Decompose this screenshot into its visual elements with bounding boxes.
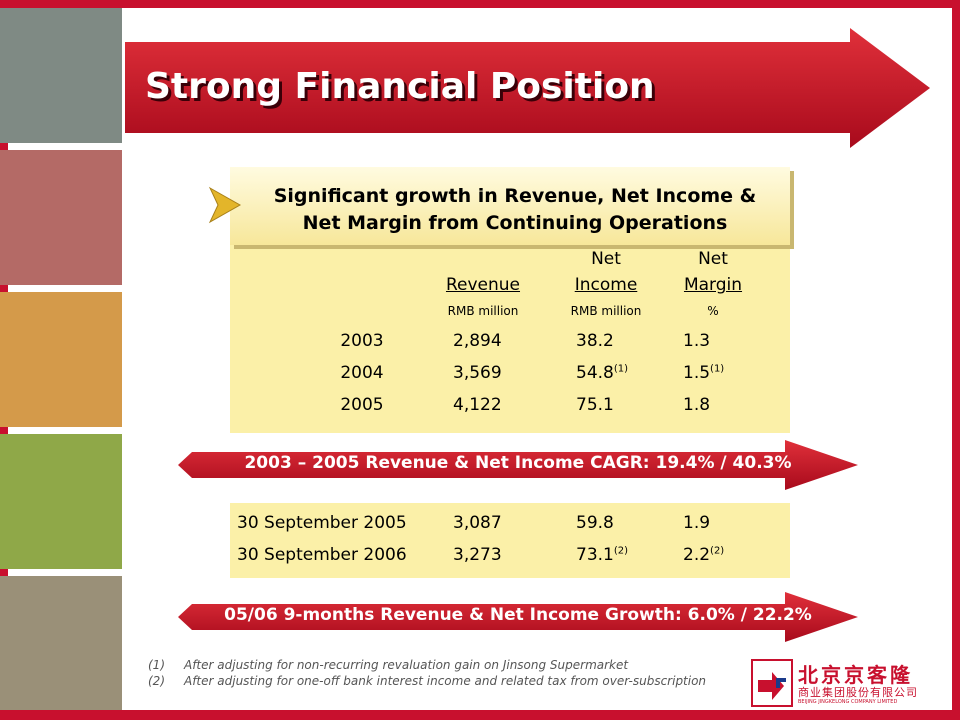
- cell: 54.8(1): [576, 363, 628, 383]
- row-label: 30 September 2006: [237, 545, 407, 565]
- cell-value: 1.5: [683, 363, 711, 383]
- cell: 3,569: [453, 363, 502, 383]
- header-icon: [208, 186, 242, 224]
- footnote: (1) After adjusting for non-recurring rev…: [148, 658, 629, 672]
- cell: 1.8: [683, 395, 710, 415]
- cell-note: (1): [710, 363, 725, 375]
- cell-value: 3,569: [453, 363, 502, 383]
- cell: 1.5(1): [683, 363, 724, 383]
- photos: [0, 8, 122, 710]
- cell-value: 1.3: [683, 331, 711, 351]
- table-box: [230, 245, 790, 433]
- footnote: (2) After adjusting for one-off bank inte…: [148, 674, 707, 688]
- column-unit: %: [707, 304, 719, 318]
- cell-value: 2,894: [453, 331, 502, 351]
- column-header: Income: [574, 275, 638, 295]
- cell-value: 4,122: [453, 395, 502, 415]
- cell-value: 2.2: [683, 545, 711, 565]
- cell-value: 1.8: [683, 395, 711, 415]
- title: Strong Financial Position: [145, 66, 655, 107]
- cell-value: 3,273: [453, 545, 502, 565]
- cell-note: (2): [613, 545, 629, 557]
- cell: 4,122: [453, 395, 502, 415]
- cell: 73.1(2): [576, 545, 628, 565]
- cell: 3,273: [453, 545, 502, 565]
- title-arrow: [125, 28, 930, 148]
- row-label: 30 September 2005: [237, 513, 407, 533]
- cell: 1.9: [683, 513, 710, 533]
- page-number: 14: [930, 692, 947, 707]
- header-bar: [230, 167, 790, 245]
- logo-english: BEIJING JINGKELONG COMPANY LIMITED: [798, 699, 898, 705]
- cell: 2.2(2): [683, 545, 724, 565]
- row-label: 2005: [340, 395, 384, 415]
- cell-value: 54.8: [576, 363, 614, 383]
- banner: 05/06 9-months Revenue & Net Income Grow…: [224, 605, 812, 625]
- row-label: 2004: [340, 363, 384, 383]
- logo-subname: 商业集团股份有限公司: [798, 686, 918, 699]
- banner-arrow: [178, 440, 858, 490]
- cell-note: (2): [710, 545, 725, 557]
- column-header: Margin: [683, 275, 743, 295]
- cell-note: (1): [613, 363, 629, 375]
- cell-value: 73.1: [576, 545, 614, 565]
- cell: 2,894: [453, 331, 502, 351]
- logo-icon: [751, 659, 793, 707]
- cell: 75.1: [576, 395, 614, 415]
- column-unit: RMB million: [570, 304, 642, 318]
- column-header: Net: [591, 249, 621, 269]
- footnotes: (1) After adjusting for non-recurring rev…: [148, 657, 706, 689]
- banner-arrow: [178, 592, 858, 642]
- cell: 38.2: [576, 331, 614, 351]
- cell-value: 59.8: [576, 513, 614, 533]
- column-header: Revenue: [445, 275, 521, 295]
- row-label: 2003: [340, 331, 384, 351]
- cell-value: 38.2: [576, 331, 614, 351]
- cell: 1.3: [683, 331, 710, 351]
- cell-value: 75.1: [576, 395, 614, 415]
- cell-value: 1.9: [683, 513, 711, 533]
- highlight-line: Net Margin from Continuing Operations: [302, 212, 728, 234]
- banner: 2003 – 2005 Revenue & Net Income CAGR: 1…: [244, 453, 792, 473]
- column-header: Net: [698, 249, 728, 269]
- highlight: Significant growth in Revenue, Net Incom…: [250, 183, 780, 237]
- cell: 59.8: [576, 513, 614, 533]
- column-unit: RMB million: [447, 304, 519, 318]
- cell: 3,087: [453, 513, 502, 533]
- cell-value: 3,087: [453, 513, 502, 533]
- logo-name: 北京京客隆: [798, 663, 913, 687]
- highlight-line: Significant growth in Revenue, Net Incom…: [273, 185, 757, 207]
- table-box-2: [230, 503, 790, 578]
